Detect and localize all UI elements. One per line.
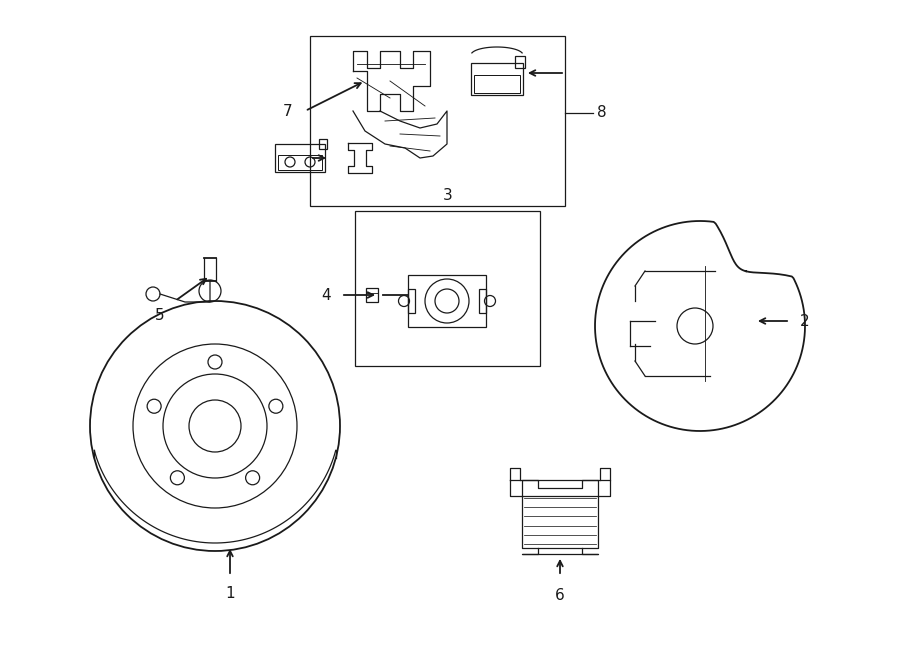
Text: 6: 6 [555, 588, 565, 603]
Bar [408, 289, 415, 313]
Bar [319, 139, 327, 149]
Text: 8: 8 [597, 105, 607, 120]
Text: 3: 3 [443, 188, 453, 203]
Text: 4: 4 [321, 288, 331, 303]
Text: 5: 5 [155, 308, 165, 323]
Bar [278, 155, 322, 169]
Bar [474, 75, 520, 93]
Text: 2: 2 [800, 313, 810, 329]
Bar [515, 56, 525, 68]
Bar [355, 211, 540, 366]
Bar [366, 288, 378, 302]
Text: 1: 1 [225, 586, 235, 601]
Text: 7: 7 [283, 104, 292, 118]
Bar [479, 289, 486, 313]
Bar [471, 63, 523, 95]
Bar [310, 36, 565, 206]
Bar [275, 145, 325, 171]
Bar [408, 275, 486, 327]
